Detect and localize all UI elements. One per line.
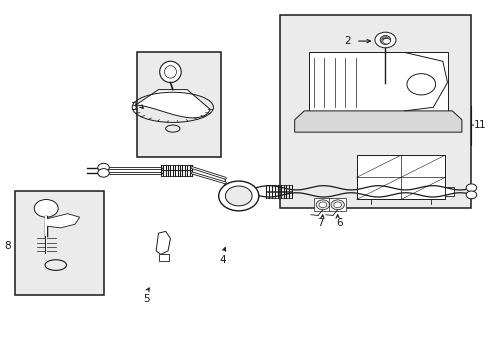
- Circle shape: [330, 200, 344, 210]
- Bar: [356, 155, 444, 199]
- Text: 4: 4: [219, 255, 226, 265]
- Circle shape: [379, 37, 387, 43]
- Circle shape: [465, 191, 476, 199]
- Polygon shape: [156, 231, 170, 255]
- Circle shape: [380, 36, 387, 42]
- Circle shape: [382, 39, 389, 44]
- Bar: [308, 53, 447, 111]
- Text: 7: 7: [316, 218, 323, 228]
- Text: 1: 1: [473, 120, 480, 130]
- Circle shape: [316, 200, 329, 210]
- Circle shape: [98, 168, 109, 177]
- Text: 5: 5: [143, 294, 149, 304]
- Bar: [15, 191, 103, 295]
- Circle shape: [318, 202, 326, 208]
- Circle shape: [98, 163, 109, 172]
- Polygon shape: [294, 111, 461, 132]
- Bar: [137, 53, 220, 157]
- Circle shape: [34, 199, 58, 217]
- Text: 1: 1: [478, 120, 484, 130]
- Circle shape: [218, 181, 258, 211]
- Bar: [280, 15, 470, 208]
- Ellipse shape: [160, 61, 181, 82]
- Circle shape: [380, 39, 387, 44]
- Polygon shape: [135, 90, 210, 118]
- Text: 2: 2: [343, 36, 350, 46]
- Circle shape: [383, 37, 390, 43]
- Circle shape: [382, 36, 389, 42]
- Circle shape: [225, 186, 252, 206]
- Circle shape: [465, 184, 476, 192]
- Text: 3: 3: [130, 102, 137, 112]
- Text: 8: 8: [4, 240, 10, 251]
- Bar: [328, 198, 346, 211]
- Bar: [444, 187, 453, 196]
- Bar: [159, 255, 169, 261]
- Circle shape: [374, 32, 395, 48]
- Circle shape: [381, 35, 388, 41]
- Circle shape: [381, 39, 388, 45]
- Bar: [314, 198, 331, 211]
- Circle shape: [406, 74, 435, 95]
- Polygon shape: [46, 214, 80, 228]
- Text: 6: 6: [335, 218, 342, 228]
- Circle shape: [333, 202, 341, 208]
